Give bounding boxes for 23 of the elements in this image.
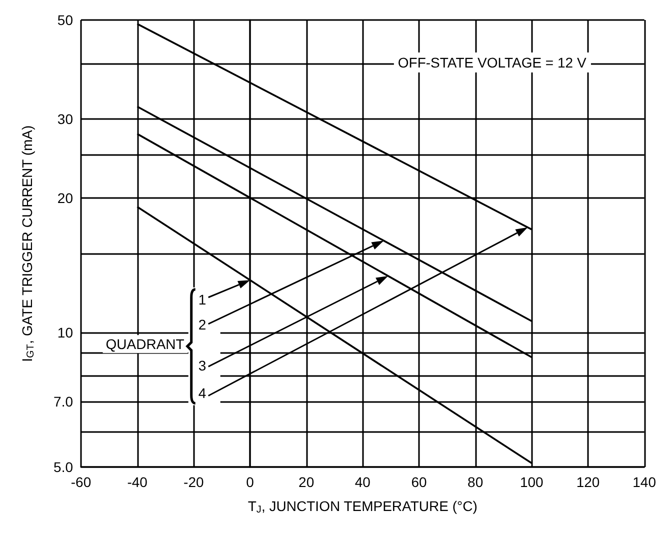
x-tick-label: 20 [298, 474, 314, 490]
annotation: QUADRANT [106, 336, 185, 352]
legend-label: 1 [198, 291, 206, 308]
x-tick-label: 60 [411, 474, 427, 490]
text: 4 [198, 385, 206, 402]
y-tick-label: 7.0 [54, 394, 74, 410]
y-tick-label: 5.0 [54, 459, 74, 475]
x-tick-label: -20 [184, 474, 204, 490]
y-axis-title: IGT, GATE TRIGGER CURRENT (mA) [19, 125, 36, 362]
y-tick-label: 20 [57, 190, 74, 206]
y-tick-label: 10 [57, 324, 74, 340]
x-tick-label: 80 [468, 474, 484, 490]
x-tick-label: 40 [354, 474, 371, 490]
x-tick-label: 100 [520, 474, 544, 490]
text: 2 [198, 316, 206, 332]
x-tick-label: 120 [576, 474, 600, 490]
y-tick-label: 30 [57, 111, 74, 128]
x-tick-label: -40 [127, 474, 148, 490]
y-tick-label: 50 [57, 12, 74, 28]
x-tick-label: 0 [246, 474, 254, 490]
x-tick-label: 140 [632, 474, 656, 490]
x-tick-label: -60 [70, 474, 92, 490]
annotation: OFF-STATE VOLTAGE = 12 V [398, 54, 587, 70]
